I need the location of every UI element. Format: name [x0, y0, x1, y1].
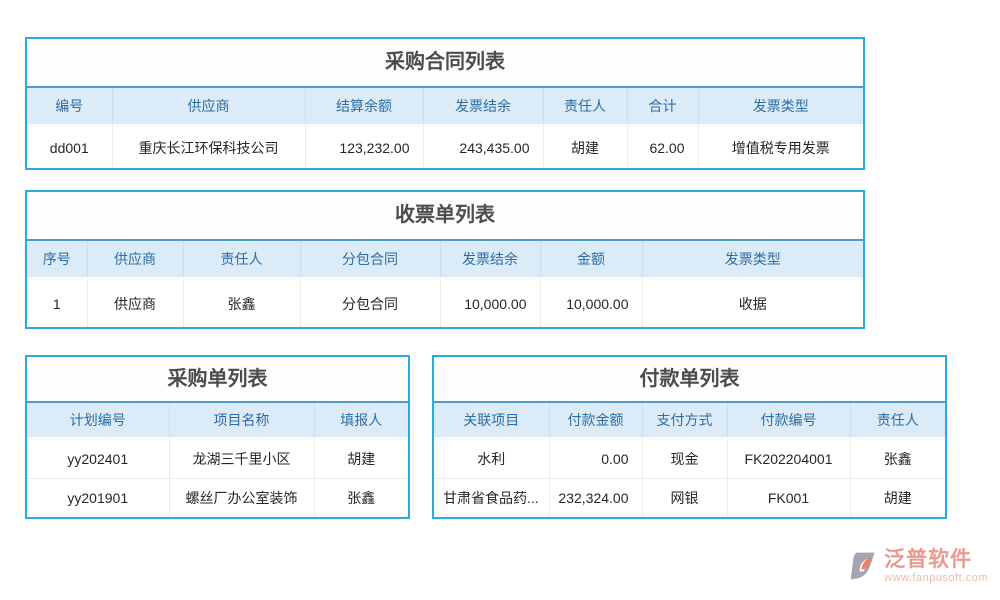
cell-plan-no: yy201901: [27, 478, 170, 517]
cell-responsible: 胡建: [850, 478, 945, 517]
header-cell: 序号: [27, 241, 88, 280]
cell-responsible: 胡建: [543, 125, 628, 168]
cell-supplier: 供应商: [87, 278, 184, 327]
cell-pay-no: FK202204001: [727, 438, 851, 479]
header-cell: 发票结余: [440, 241, 541, 280]
header-cell: 发票类型: [698, 88, 863, 127]
cell-contract-no: dd001: [27, 125, 113, 168]
purchase-contract-header-row: 编号 供应商 结算余额 发票结余 责任人 合计 发票类型: [27, 88, 863, 127]
header-cell: 金额: [540, 241, 643, 280]
payment-list-title: 付款单列表: [434, 357, 945, 403]
cell-seq: 1: [27, 278, 88, 327]
cell-responsible: 张鑫: [183, 278, 301, 327]
header-cell: 支付方式: [642, 403, 728, 440]
cell-supplier: 重庆长江环保科技公司: [112, 125, 306, 168]
cell-subcontract: 分包合同: [300, 278, 441, 327]
cell-total: 62.00: [627, 125, 699, 168]
fanpu-logo-icon: [848, 550, 880, 587]
header-cell: 责任人: [183, 241, 301, 280]
payment-list-panel: 付款单列表 关联项目 付款金额 支付方式 付款编号 责任人 水利 0.00 现金…: [432, 355, 947, 519]
purchase-order-header-row: 计划编号 项目名称 填报人: [27, 403, 408, 440]
fanpu-logo-url: www.fanpusoft.com: [884, 572, 988, 584]
header-cell: 编号: [27, 88, 113, 127]
cell-related-project: 甘肃省食品药...: [434, 478, 550, 517]
purchase-contract-list-title: 采购合同列表: [27, 39, 863, 88]
purchase-order-list-title: 采购单列表: [27, 357, 408, 403]
header-cell: 关联项目: [434, 403, 550, 440]
receipt-table: 序号 供应商 责任人 分包合同 发票结余 金额 发票类型 1 供应商 张鑫 分包…: [27, 241, 863, 327]
receipt-row[interactable]: 1 供应商 张鑫 分包合同 10,000.00 10,000.00 收据: [27, 278, 863, 327]
payment-row[interactable]: 甘肃省食品药... 232,324.00 网银 FK001 胡建: [434, 478, 945, 517]
purchase-contract-list-panel: 采购合同列表 编号 供应商 结算余额 发票结余 责任人 合计 发票类型 dd00…: [25, 37, 865, 170]
cell-pay-method: 现金: [642, 438, 728, 479]
cell-invoice-type: 增值税专用发票: [698, 125, 863, 168]
header-cell: 填报人: [314, 403, 408, 440]
fanpu-logo-text: 泛普软件: [884, 548, 973, 571]
purchase-contract-row[interactable]: dd001 重庆长江环保科技公司 123,232.00 243,435.00 胡…: [27, 125, 863, 168]
purchase-order-list-panel: 采购单列表 计划编号 项目名称 填报人 yy202401 龙湖三千里小区 胡建 …: [25, 355, 410, 519]
purchase-order-table: 计划编号 项目名称 填报人 yy202401 龙湖三千里小区 胡建 yy2019…: [27, 403, 408, 517]
purchase-order-row[interactable]: yy202401 龙湖三千里小区 胡建: [27, 438, 408, 479]
cell-invoice-balance: 243,435.00: [423, 125, 544, 168]
cell-project-name: 螺丝厂办公室装饰: [169, 478, 315, 517]
cell-pay-amount: 0.00: [549, 438, 643, 479]
cell-invoice-type: 收据: [642, 278, 863, 327]
header-cell: 付款金额: [549, 403, 643, 440]
cell-pay-amount: 232,324.00: [549, 478, 643, 517]
receipt-list-panel: 收票单列表 序号 供应商 责任人 分包合同 发票结余 金额 发票类型 1 供应商…: [25, 190, 865, 329]
cell-related-project: 水利: [434, 438, 550, 479]
cell-reporter: 胡建: [314, 438, 408, 479]
cell-pay-no: FK001: [727, 478, 851, 517]
header-cell: 结算余额: [305, 88, 424, 127]
purchase-contract-table: 编号 供应商 结算余额 发票结余 责任人 合计 发票类型 dd001 重庆长江环…: [27, 88, 863, 168]
payment-header-row: 关联项目 付款金额 支付方式 付款编号 责任人: [434, 403, 945, 440]
header-cell: 分包合同: [300, 241, 441, 280]
cell-reporter: 张鑫: [314, 478, 408, 517]
cell-settle-balance: 123,232.00: [305, 125, 424, 168]
payment-table: 关联项目 付款金额 支付方式 付款编号 责任人 水利 0.00 现金 FK202…: [434, 403, 945, 517]
header-cell: 付款编号: [727, 403, 851, 440]
receipt-header-row: 序号 供应商 责任人 分包合同 发票结余 金额 发票类型: [27, 241, 863, 280]
header-cell: 发票结余: [423, 88, 544, 127]
receipt-list-title: 收票单列表: [27, 192, 863, 241]
purchase-order-row[interactable]: yy201901 螺丝厂办公室装饰 张鑫: [27, 478, 408, 517]
cell-project-name: 龙湖三千里小区: [169, 438, 315, 479]
cell-invoice-balance: 10,000.00: [440, 278, 541, 327]
header-cell: 供应商: [112, 88, 306, 127]
header-cell: 供应商: [87, 241, 184, 280]
header-cell: 责任人: [850, 403, 945, 440]
payment-row[interactable]: 水利 0.00 现金 FK202204001 张鑫: [434, 438, 945, 479]
header-cell: 计划编号: [27, 403, 170, 440]
fanpu-logo: 泛普软件 www.fanpusoft.com: [848, 549, 988, 587]
cell-plan-no: yy202401: [27, 438, 170, 479]
cell-pay-method: 网银: [642, 478, 728, 517]
header-cell: 发票类型: [642, 241, 863, 280]
header-cell: 项目名称: [169, 403, 315, 440]
header-cell: 责任人: [543, 88, 628, 127]
header-cell: 合计: [627, 88, 699, 127]
cell-responsible: 张鑫: [850, 438, 945, 479]
cell-amount: 10,000.00: [540, 278, 643, 327]
